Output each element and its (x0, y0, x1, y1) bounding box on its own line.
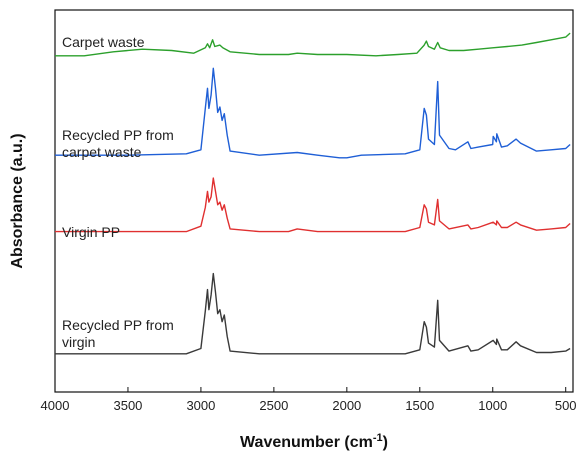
x-tick-label: 2500 (259, 398, 288, 413)
x-axis-title-superscript: -1 (373, 432, 383, 444)
x-tick-label: 2000 (332, 398, 361, 413)
series-label-3: Virgin PP (62, 224, 120, 240)
series-line-2 (55, 67, 571, 159)
series-label-line: Carpet waste (62, 34, 145, 50)
x-tick-label: 3500 (113, 398, 142, 413)
series-label-line: Recycled PP from (62, 317, 174, 333)
x-tick-label: 1000 (478, 398, 507, 413)
series-layer (55, 32, 571, 355)
plot-frame (54, 9, 574, 393)
series-label-line: virgin (62, 334, 95, 350)
y-axis-title: Absorbance (a.u.) (9, 133, 26, 268)
x-tick-label: 500 (555, 398, 577, 413)
x-axis-ticks: 4000 3500 3000 2500 2000 1500 1000 500 (41, 387, 577, 413)
x-tick-label: 1500 (405, 398, 434, 413)
series-line-4 (55, 272, 571, 355)
series-label-1: Carpet waste (62, 34, 145, 50)
x-tick-label: 3000 (186, 398, 215, 413)
x-tick-label: 4000 (41, 398, 70, 413)
series-label-2: Recycled PP from carpet waste (62, 127, 174, 160)
x-axis-title-main: Wavenumber (cm (240, 434, 373, 451)
x-axis-title-close: ) (383, 434, 388, 451)
series-line-1 (55, 32, 571, 57)
series-line-3 (55, 177, 571, 233)
series-label-4: Recycled PP from virgin (62, 317, 174, 350)
series-label-line: Virgin PP (62, 224, 120, 240)
series-label-line: carpet waste (62, 144, 142, 160)
x-axis-title: Wavenumber (cm-1) (240, 432, 388, 451)
series-label-line: Recycled PP from (62, 127, 174, 143)
